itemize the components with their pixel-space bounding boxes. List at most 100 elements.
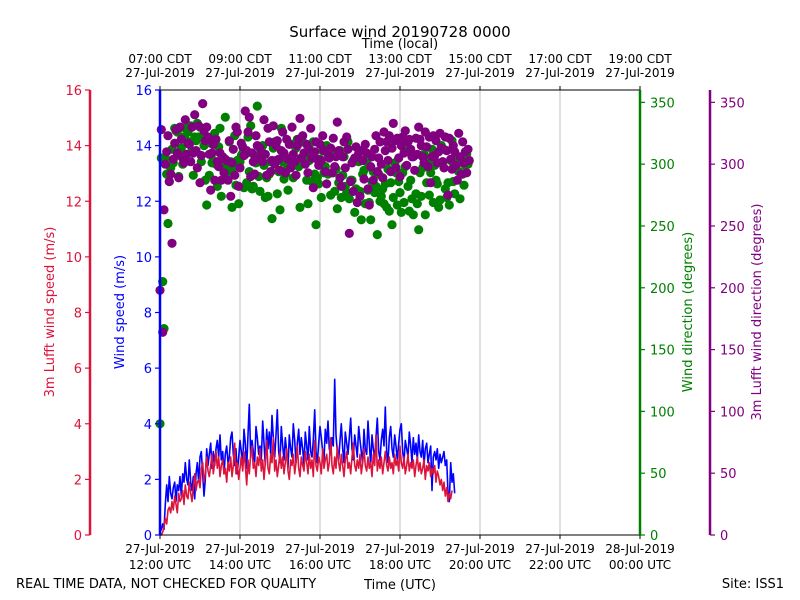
lufft-wind-direction-point	[223, 175, 233, 185]
lufft-wind-direction-point	[370, 144, 380, 154]
lufft-wind-direction-point	[410, 165, 420, 175]
bottom-tick-date: 27-Jul-2019	[525, 542, 595, 556]
lufft-wind-direction-point	[342, 132, 352, 142]
lufft-wind-direction-point	[214, 162, 224, 172]
lufft-direction-axis-tick-label: 300	[720, 158, 745, 173]
lufft-wind-direction-point	[406, 144, 416, 154]
wind-direction-point	[406, 175, 416, 185]
lufft-wind-direction-point	[444, 133, 454, 143]
speed-axis-tick-label: 8	[144, 307, 152, 322]
lufft-wind-direction-point	[159, 205, 169, 215]
lufft-wind-direction-point	[336, 181, 346, 191]
lufft-wind-direction-point	[431, 136, 441, 146]
lufft-speed-axis-tick-label: 16	[65, 84, 82, 99]
bottom-tick-date: 27-Jul-2019	[205, 542, 275, 556]
lufft-wind-direction-point	[190, 110, 200, 120]
chart-title: Surface wind 20190728 0000	[289, 23, 510, 41]
lufft-wind-direction-point	[211, 134, 221, 144]
wind-direction-point	[255, 186, 265, 196]
top-tick-time: 19:00 CDT	[608, 52, 672, 66]
lufft-wind-direction-point	[464, 155, 474, 166]
lufft-wind-direction-point	[243, 127, 253, 137]
wind-direction-point	[387, 220, 397, 230]
wind-direction-point	[388, 192, 398, 203]
wind-direction-point	[356, 215, 366, 225]
wind-direction-point	[267, 214, 277, 224]
footer-site-label: Site: ISS1	[722, 577, 784, 592]
wind-direction-point	[344, 194, 354, 204]
wind-direction-point	[163, 218, 173, 229]
bottom-tick-date: 27-Jul-2019	[125, 542, 195, 556]
wind-direction-point	[303, 199, 313, 209]
lufft-wind-direction-point	[224, 136, 234, 146]
top-tick-date: 27-Jul-2019	[445, 66, 515, 80]
wind-direction-point	[234, 199, 244, 209]
lufft-wind-direction-point	[230, 170, 240, 180]
lufft-direction-axis-tick-label: 350	[720, 96, 745, 111]
bottom-tick-time: 22:00 UTC	[529, 558, 591, 572]
bottom-tick-date: 27-Jul-2019	[285, 542, 355, 556]
lufft-wind-direction-point	[266, 167, 276, 177]
wind-direction-point	[332, 204, 342, 214]
lufft-wind-direction-point	[366, 162, 376, 172]
wind-direction-point	[311, 220, 321, 230]
wind-direction-point	[359, 165, 369, 175]
lufft-wind-direction-point	[328, 133, 338, 143]
lufft-wind-direction-point	[322, 179, 332, 189]
lufft-direction-axis-tick-label: 0	[720, 529, 728, 544]
speed-axis-tick-label: 16	[135, 84, 152, 99]
lufft-speed-axis-tick-label: 14	[65, 140, 82, 155]
lufft-wind-direction-point	[458, 137, 468, 147]
lufft-wind-direction-point	[376, 159, 386, 169]
speed-axis-tick-label: 12	[135, 195, 152, 210]
direction-axis-tick-label: 100	[650, 405, 675, 420]
wind-direction-point	[414, 225, 424, 235]
lufft-wind-direction-point	[175, 122, 185, 132]
lufft-wind-direction-point	[244, 112, 254, 122]
lufft-wind-direction-point	[219, 168, 229, 178]
lufft-wind-direction-point	[308, 183, 318, 193]
wind-direction-point	[408, 210, 418, 220]
wind-direction-point	[220, 112, 230, 122]
lufft-wind-direction-point	[176, 134, 186, 144]
lufft-direction-axis-label: 3m Lufft wind direction (degrees)	[750, 204, 765, 421]
top-axis-label: Time (local)	[361, 37, 438, 52]
lufft-wind-direction-point	[383, 155, 393, 166]
lufft-wind-direction-point	[198, 99, 208, 109]
lufft-wind-direction-point	[180, 115, 190, 125]
lufft-speed-axis-label: 3m Lufft wind speed (m/s)	[43, 227, 58, 398]
lufft-wind-direction-point	[463, 144, 473, 154]
lufft-wind-direction-point	[235, 163, 245, 173]
wind-direction-point	[202, 200, 212, 210]
top-tick-date: 27-Jul-2019	[605, 66, 675, 80]
lufft-wind-direction-point	[378, 173, 388, 183]
top-tick-time: 15:00 CDT	[448, 52, 512, 66]
lufft-wind-direction-point	[422, 142, 432, 152]
lufft-speed-axis-tick-label: 8	[74, 307, 82, 322]
lufft-direction-axis-tick-label: 150	[720, 344, 745, 359]
speed-axis-tick-label: 0	[144, 529, 152, 544]
lufft-direction-axis-tick-label: 200	[720, 282, 745, 297]
lufft-wind-direction-point	[268, 121, 278, 131]
lufft-wind-direction-point	[330, 162, 340, 172]
lufft-wind-direction-point	[303, 168, 313, 178]
lufft-wind-direction-point	[375, 137, 385, 147]
lufft-wind-direction-point	[192, 163, 202, 173]
wind-speed-line	[159, 378, 456, 533]
lufft-wind-direction-point	[446, 154, 456, 164]
wind-direction-point	[459, 180, 469, 190]
lufft-speed-axis-tick-label: 6	[74, 362, 82, 377]
lufft-wind-direction-point	[288, 149, 298, 159]
lufft-wind-direction-point	[344, 228, 354, 238]
lufft-wind-direction-point	[184, 139, 194, 149]
lufft-wind-direction-point	[278, 127, 288, 137]
wind-direction-point	[330, 186, 340, 196]
lufft-wind-direction-point	[368, 175, 378, 185]
wind-direction-point	[420, 210, 430, 220]
axes-layer: 0 2 4 6 8 10 12 14 16 0 2 4 6 8 10 12 14 16 0 50 100 150 200 25…	[65, 52, 744, 572]
lufft-wind-direction-point	[298, 131, 308, 141]
wind-direction-point	[350, 207, 360, 217]
lufft-wind-direction-point	[300, 159, 310, 169]
lufft-speed-axis-tick-label: 0	[74, 529, 82, 544]
lufft-wind-direction-point	[332, 117, 342, 127]
